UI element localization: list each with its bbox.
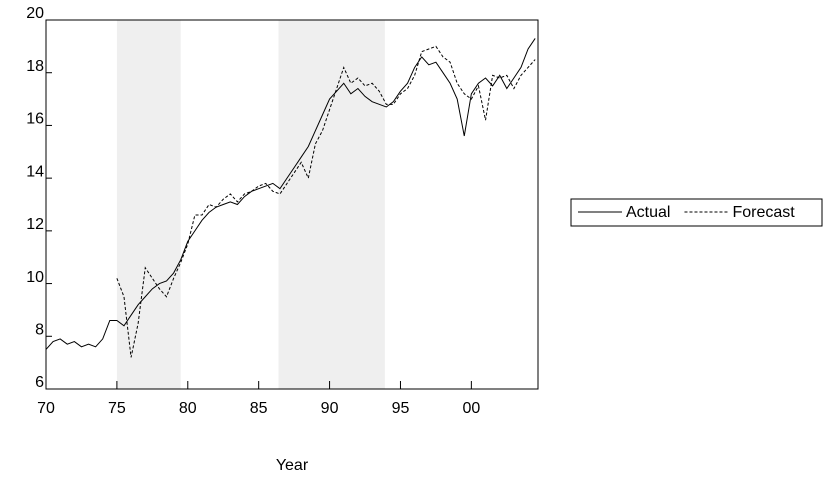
legend: Actual Forecast [570, 198, 823, 227]
series-line [45, 38, 536, 350]
shaded-period [116, 20, 181, 389]
shaded-period [278, 20, 385, 389]
y-tick-label: 6 [35, 374, 44, 391]
y-tick-label: 20 [26, 5, 44, 22]
x-axis-label: Year [276, 457, 309, 474]
y-tick-label: 8 [35, 322, 44, 339]
x-tick-label: 70 [37, 400, 55, 417]
legend-label: Forecast [732, 204, 795, 221]
x-tick-label: 80 [179, 400, 197, 417]
plot-frame [45, 19, 539, 390]
x-tick-label: 85 [250, 400, 268, 417]
y-tick-label: 14 [26, 163, 44, 180]
y-tick-label: 10 [26, 269, 44, 286]
y-tick-label: 16 [26, 111, 44, 128]
x-tick-label: 00 [462, 400, 480, 417]
y-tick-label: 12 [26, 216, 44, 233]
series-line [116, 45, 536, 358]
x-tick-label: 95 [392, 400, 410, 417]
x-tick-label: 90 [321, 400, 339, 417]
x-tick-label: 75 [108, 400, 126, 417]
legend-label: Actual [626, 204, 670, 221]
y-tick-label: 18 [26, 58, 44, 75]
